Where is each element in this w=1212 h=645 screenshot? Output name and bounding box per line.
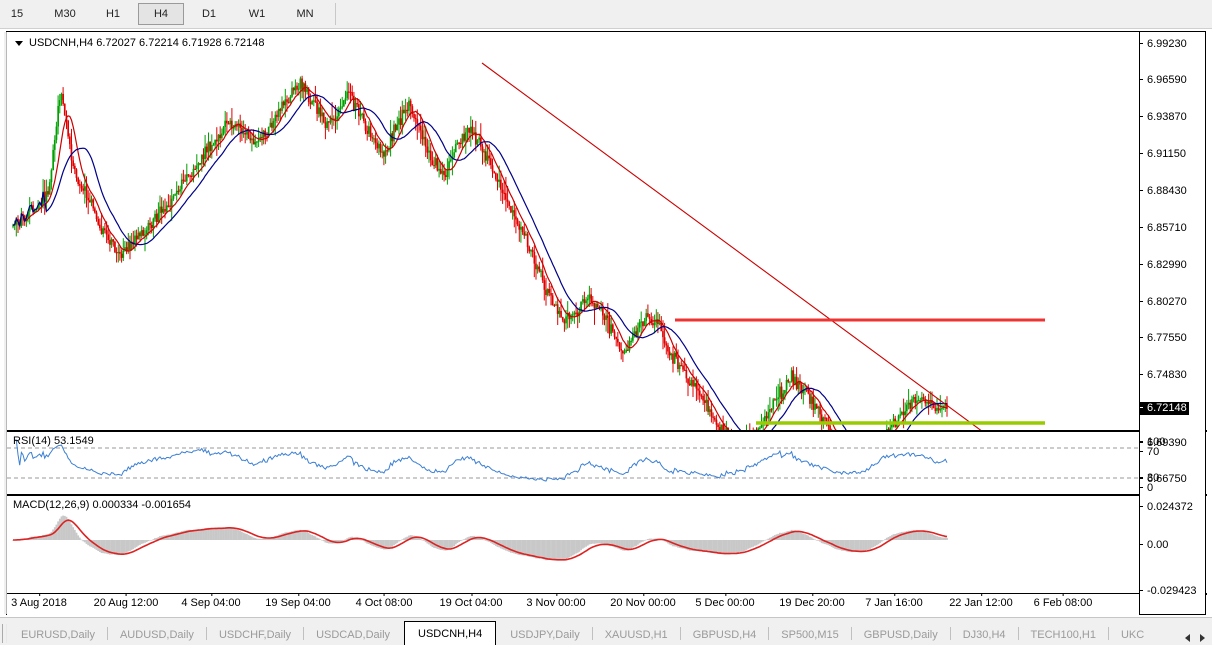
time-axis-label: 20 Aug 12:00 bbox=[93, 593, 159, 609]
time-axis-label: 3 Aug 2018 bbox=[11, 593, 67, 609]
time-axis-label: 4 Oct 08:00 bbox=[355, 593, 413, 609]
chart-frame[interactable]: USDCNH,H4 6.72027 6.72214 6.71928 6.7214… bbox=[4, 31, 1207, 615]
price-scale[interactable]: 6.99230 6.96590 6.93870 6.91150 6.88430 6.857… bbox=[1139, 32, 1205, 614]
pane-divider-rsi-macd bbox=[7, 494, 1207, 496]
time-axis-label: 7 Jan 16:00 bbox=[865, 593, 923, 609]
time-axis-label: 4 Sep 04:00 bbox=[181, 593, 241, 609]
price-chart-svg bbox=[12, 62, 1045, 430]
tabbar-scroll-controls[interactable] bbox=[1178, 634, 1212, 645]
symbol-tab-xauusd-h1[interactable]: XAUUSD,H1 bbox=[604, 628, 668, 641]
tab-separator bbox=[679, 626, 681, 640]
symbol-tab-gbpusd-h4[interactable]: GBPUSD,H4 bbox=[692, 628, 757, 641]
scroll-right-arrow-icon[interactable] bbox=[1200, 634, 1205, 642]
symbol-tab-sp500-m15[interactable]: SP500,M15 bbox=[781, 628, 839, 641]
time-axis-label: 3 Nov 00:00 bbox=[526, 593, 586, 609]
macd-histogram bbox=[12, 515, 948, 561]
tab-separator bbox=[205, 626, 207, 640]
price-scale-tick: 6.85710 bbox=[1140, 223, 1187, 234]
tab-separator bbox=[1107, 626, 1109, 640]
symbol-tab-ukc[interactable]: UKC bbox=[1120, 628, 1145, 641]
timeframe-button-m15[interactable]: 15 bbox=[10, 8, 24, 20]
time-axis-label: 20 Nov 00:00 bbox=[610, 593, 676, 609]
price-scale-tick: 6.74830 bbox=[1140, 370, 1187, 381]
price-scale-tick: 6.99230 bbox=[1140, 39, 1187, 50]
rsi-series bbox=[14, 439, 948, 482]
scroll-left-arrow-icon[interactable] bbox=[1185, 634, 1190, 642]
price-scale-tick: 6.77550 bbox=[1140, 333, 1187, 344]
symbol-tab-usdjpy-daily[interactable]: USDJPY,Daily bbox=[510, 628, 580, 641]
tab-separator bbox=[949, 626, 951, 640]
price-scale-tick: 6.80270 bbox=[1140, 297, 1187, 308]
macd-scale-tick: 0.00 bbox=[1140, 540, 1168, 551]
time-axis-label: 22 Jan 12:00 bbox=[949, 593, 1013, 609]
tabbar-grip[interactable] bbox=[2, 624, 7, 643]
price-scale-tick: 6.66750 bbox=[1140, 474, 1187, 485]
timeframe-button-d1[interactable]: D1 bbox=[201, 8, 217, 20]
price-scale-tick: 6.69390 bbox=[1140, 438, 1187, 449]
symbol-tab-dj30-h4[interactable]: DJ30,H4 bbox=[962, 628, 1006, 641]
pane-divider-price-rsi bbox=[7, 430, 1207, 432]
tab-separator bbox=[1017, 626, 1019, 640]
macd-chart-svg bbox=[12, 515, 948, 561]
rsi-chart-svg bbox=[7, 439, 1139, 482]
tab-separator bbox=[303, 626, 305, 640]
time-axis-label: 6 Feb 08:00 bbox=[1033, 593, 1093, 609]
tab-separator bbox=[768, 626, 770, 640]
time-axis-label: 5 Dec 00:00 bbox=[695, 593, 755, 609]
rsi-pane[interactable]: RSI(14) 53.1549 bbox=[7, 434, 1139, 494]
price-scale-tick: 6.96590 bbox=[1140, 75, 1187, 86]
price-scale-tick: 6.88430 bbox=[1140, 186, 1187, 197]
rsi-scale-tick: 30 bbox=[1140, 473, 1159, 484]
toolbar-separator bbox=[335, 3, 336, 25]
chart-title[interactable]: USDCNH,H4 6.72027 6.72214 6.71928 6.7214… bbox=[15, 37, 264, 49]
price-scale-current-price: 6.72148 bbox=[1140, 402, 1189, 415]
macd-signal-series bbox=[13, 519, 948, 561]
descending-trendline-object bbox=[481, 62, 982, 430]
moving-average-fast bbox=[12, 86, 948, 430]
timeframe-toolbar: 15 M30 H1 H4 D1 W1 MN bbox=[0, 0, 1212, 29]
tab-separator bbox=[591, 626, 593, 640]
macd-label: MACD(12,26,9) 0.000334 -0.001654 bbox=[13, 499, 191, 511]
price-pane[interactable] bbox=[7, 32, 1139, 430]
symbol-tab-gbpusd-daily[interactable]: GBPUSD,Daily bbox=[863, 628, 938, 641]
price-scale-tick: 6.82990 bbox=[1140, 260, 1187, 271]
chevron-down-icon[interactable] bbox=[15, 40, 23, 46]
macd-pane[interactable]: MACD(12,26,9) 0.000334 -0.001654 bbox=[7, 498, 1139, 593]
timeframe-button-h1[interactable]: H1 bbox=[105, 8, 121, 20]
timeframe-button-m30[interactable]: M30 bbox=[54, 8, 76, 20]
macd-scale-tick: 0.024372 bbox=[1140, 502, 1193, 513]
tab-separator bbox=[850, 626, 852, 640]
macd-scale-tick: -0.029423 bbox=[1140, 586, 1197, 597]
time-axis-label: 19 Dec 20:00 bbox=[779, 593, 845, 609]
timeframe-button-h4[interactable]: H4 bbox=[138, 3, 184, 25]
moving-average-slow bbox=[12, 94, 948, 430]
timeframe-button-mn[interactable]: MN bbox=[296, 8, 314, 20]
time-axis-label: 19 Sep 04:00 bbox=[265, 593, 331, 609]
rsi-label: RSI(14) 53.1549 bbox=[13, 435, 94, 447]
price-scale-tick: 6.93870 bbox=[1140, 112, 1187, 123]
candlestick-series bbox=[12, 75, 948, 430]
rsi-scale-tick: 70 bbox=[1140, 447, 1159, 458]
tab-separator bbox=[106, 626, 108, 640]
timeframe-button-w1[interactable]: W1 bbox=[248, 8, 266, 20]
symbol-tab-eurusd-daily[interactable]: EURUSD,Daily bbox=[21, 628, 95, 641]
symbol-tab-usdcnh-h4[interactable]: USDCNH,H4 bbox=[404, 621, 497, 645]
symbol-tab-usdchf-daily[interactable]: USDCHF,Daily bbox=[218, 628, 292, 641]
chart-title-text: USDCNH,H4 6.72027 6.72214 6.71928 6.7214… bbox=[29, 37, 265, 49]
rsi-scale-tick: 100 bbox=[1140, 437, 1165, 448]
symbol-tab-usdcad-daily[interactable]: USDCAD,Daily bbox=[316, 628, 391, 641]
symbol-tab-audusd-daily[interactable]: AUDUSD,Daily bbox=[119, 628, 194, 641]
symbol-tab-tech100-h1[interactable]: TECH100,H1 bbox=[1030, 628, 1096, 641]
symbol-tabbar[interactable]: EURUSD,Daily AUDUSD,Daily USDCHF,Daily USDC… bbox=[0, 617, 1212, 645]
rsi-scale-tick: 0 bbox=[1140, 483, 1153, 494]
price-scale-tick: 6.91150 bbox=[1140, 149, 1186, 160]
time-axis-label: 19 Oct 04:00 bbox=[439, 593, 503, 609]
time-axis[interactable]: 3 Aug 2018 20 Aug 12:00 4 Sep 04:00 19 Sep … bbox=[7, 593, 1139, 615]
